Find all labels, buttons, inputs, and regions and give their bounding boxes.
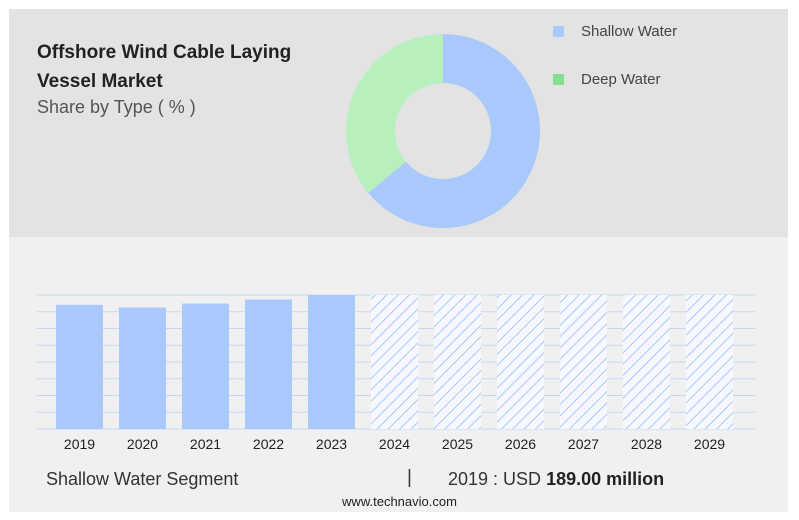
tick-label-2022: 2022 [253, 436, 284, 452]
bar-2028 [623, 295, 670, 429]
bar-2021 [182, 303, 229, 429]
segment-value-amount: 189.00 million [546, 469, 665, 489]
bar-chart: 2019 2020 2021 2022 2023 2024 2025 2026 2027 2028… [37, 294, 755, 452]
bar-2020 [119, 307, 166, 429]
legend-label-deep-water: Deep Water [581, 71, 661, 88]
legend-label-shallow-water: Shallow Water [581, 23, 678, 40]
bar-2026 [497, 295, 544, 429]
tick-label-2024: 2024 [379, 436, 410, 452]
tick-label-2028: 2028 [631, 436, 662, 452]
legend-swatch-shallow-water [553, 25, 564, 37]
tick-label-2027: 2027 [568, 436, 599, 452]
legend-item-deep-water: Deep Water [553, 70, 660, 90]
bar-2024 [371, 295, 418, 429]
footer-separator: | [407, 467, 412, 488]
tick-label-2025: 2025 [442, 436, 473, 452]
bar-2029 [686, 295, 733, 429]
tick-label-2021: 2021 [190, 436, 221, 452]
segment-value: 2019 : USD 189.00 million [448, 469, 664, 490]
donut-chart [346, 34, 540, 229]
tick-label-2019: 2019 [64, 436, 95, 452]
bar-2022 [245, 299, 292, 429]
chart-subtitle: Share by Type ( % ) [37, 97, 196, 117]
segment-label: Shallow Water Segment [46, 469, 239, 489]
source-link[interactable]: www.technavio.com [342, 494, 457, 509]
donut-slice-deep-water [346, 34, 443, 193]
tick-label-2029: 2029 [694, 436, 725, 452]
bar-2019 [56, 304, 103, 429]
tick-label-2023: 2023 [316, 436, 347, 452]
tick-label-2026: 2026 [505, 436, 536, 452]
chart-title: Offshore Wind Cable Laying Vessel Market [37, 42, 292, 92]
bar-2025 [434, 295, 481, 429]
donut-slice-shallow-water [368, 34, 540, 229]
bar-2027 [560, 295, 607, 429]
bar-2023 [308, 295, 355, 429]
legend-item-shallow-water: Shallow Water [553, 22, 677, 42]
segment-year-value: 2019 : USD [448, 469, 547, 489]
legend-swatch-deep-water [553, 73, 564, 85]
tick-label-2020: 2020 [127, 436, 158, 452]
